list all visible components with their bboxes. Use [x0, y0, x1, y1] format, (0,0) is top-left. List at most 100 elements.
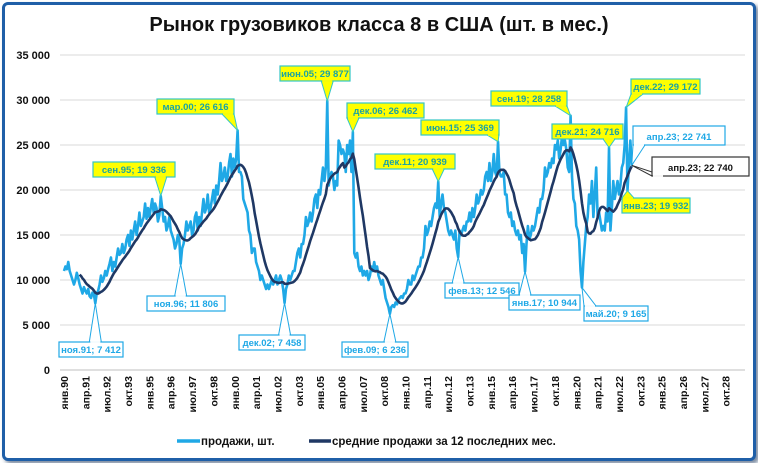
x-tick-label: янв.90 — [59, 376, 71, 410]
callout-label: апр.23; 22 740 — [668, 163, 733, 174]
callout-label: янв.17; 10 944 — [512, 298, 578, 309]
callout-box — [490, 90, 568, 107]
x-tick-label: янв.20 — [571, 376, 583, 410]
x-tick-label: окт.03 — [294, 376, 306, 407]
series-sales-line — [62, 99, 634, 316]
callout: ноя.91; 7 412 — [58, 303, 124, 358]
callout: фев.09; 6 236 — [341, 313, 409, 358]
callout-label: дек.22; 29 172 — [633, 82, 697, 93]
callout-label: ноя.91; 7 412 — [61, 345, 121, 356]
callout-box — [279, 65, 351, 82]
callout-pointer — [485, 134, 500, 143]
callout-box — [651, 156, 750, 177]
x-tick-label: окт.23 — [635, 376, 647, 407]
callout-label: фев.09; 6 236 — [344, 345, 406, 356]
callout: ноя.96; 11 806 — [146, 263, 226, 312]
callout-label: июн.15; 25 369 — [426, 123, 494, 134]
series-average-line — [78, 146, 633, 305]
callout: май.20; 9 165 — [581, 285, 649, 322]
x-tick-label: апр.06 — [336, 376, 348, 409]
callout-box — [238, 334, 306, 351]
callout: дек.21; 24 716 — [551, 123, 624, 149]
x-tick-label: апр.11 — [422, 376, 434, 409]
callout-pointer — [383, 313, 397, 343]
callout-box — [420, 119, 500, 136]
y-tick-label: 15 000 — [16, 230, 50, 242]
callout-label: янв.23; 19 932 — [623, 201, 688, 212]
x-tick-label: апр.16 — [507, 376, 519, 409]
x-tick-label: янв.00 — [230, 376, 242, 410]
x-tick-label: янв.25 — [657, 376, 669, 410]
callout: янв.23; 19 932 — [621, 189, 691, 214]
callout-box — [621, 197, 691, 214]
callout: апр.23; 22 740 — [631, 156, 750, 177]
callout-pointer — [320, 80, 334, 103]
callout: фев.13; 12 546 — [444, 256, 520, 299]
x-tick-label: июл.02 — [272, 376, 284, 413]
callout-label: дек.21; 24 716 — [555, 127, 619, 138]
legend: продажи, шт. средние продажи за 12 после… — [177, 436, 556, 448]
legend-label-sales: продажи, шт. — [201, 436, 275, 448]
callout: мар.00; 26 616 — [156, 98, 239, 133]
callout-box — [92, 161, 176, 178]
callout-box — [346, 102, 425, 119]
x-tick-label: окт.13 — [465, 376, 477, 407]
callout-box — [583, 305, 649, 322]
callout-box — [341, 341, 409, 358]
x-tick-label: апр.96 — [166, 376, 178, 409]
callout-label: сен.19; 28 258 — [497, 94, 561, 105]
callout-label: дек.02; 7 458 — [243, 338, 302, 349]
x-tick-label: окт.93 — [123, 376, 135, 407]
callout: июн.05; 29 877 — [279, 65, 351, 103]
callout: дек.06; 26 462 — [346, 102, 425, 134]
x-tick-label: янв.10 — [401, 376, 413, 410]
callout-pointer — [602, 138, 616, 149]
x-tick-label: янв.95 — [144, 376, 156, 410]
x-tick-label: апр.01 — [251, 376, 263, 409]
callout-pointer — [625, 93, 645, 109]
x-tick-label: июл.22 — [614, 376, 626, 413]
x-tick-label: июл.97 — [187, 376, 199, 413]
x-tick-label: июл.17 — [529, 376, 541, 413]
legend-label-average: средние продажи за 12 последних мес. — [332, 436, 556, 448]
callout: дек.11; 20 939 — [374, 153, 456, 183]
callout-pointer — [631, 144, 646, 168]
callout-box — [551, 123, 624, 140]
callout-box — [444, 282, 520, 299]
callout-pointer — [621, 189, 636, 199]
callout-pointer — [581, 285, 598, 307]
callout-label: сен.95; 19 336 — [102, 165, 166, 176]
callout-label: дек.11; 20 939 — [383, 157, 447, 168]
callout-pointer — [346, 117, 360, 134]
callout-label: мар.00; 26 616 — [162, 102, 228, 113]
callout-pointer — [518, 271, 532, 296]
callout-box — [374, 153, 456, 170]
callout-pointer — [220, 113, 239, 133]
y-tick-label: 5 000 — [22, 320, 50, 332]
callout: сен.19; 28 258 — [490, 90, 572, 117]
x-tick-label: окт.98 — [208, 376, 220, 407]
callout: апр.23; 22 741 — [631, 125, 726, 168]
x-tick-label: янв.15 — [486, 376, 498, 410]
callout-pointer — [431, 168, 446, 183]
y-tick-label: 30 000 — [16, 95, 50, 107]
callout-pointer — [154, 176, 168, 198]
callout-label: июн.05; 29 877 — [281, 69, 349, 80]
callout-label: апр.23; 22 741 — [647, 132, 713, 143]
callout-pointer — [451, 256, 465, 284]
callout: дек.02; 7 458 — [238, 302, 306, 351]
callout: сен.95; 19 336 — [92, 161, 176, 198]
callout-box — [146, 295, 226, 312]
x-tick-label: апр.21 — [593, 376, 605, 409]
x-tick-label: июл.07 — [358, 376, 370, 413]
callout: дек.22; 29 172 — [625, 78, 701, 109]
callout-label: май.20; 9 165 — [586, 309, 648, 320]
y-tick-label: 10 000 — [16, 275, 50, 287]
x-tick-label: июл.92 — [102, 376, 114, 413]
callout: янв.17; 10 944 — [508, 271, 581, 311]
callout-box — [156, 98, 235, 115]
x-tick-label: окт.08 — [379, 376, 391, 407]
y-tick-label: 25 000 — [16, 140, 50, 152]
callout-label: фев.13; 12 546 — [448, 286, 515, 297]
